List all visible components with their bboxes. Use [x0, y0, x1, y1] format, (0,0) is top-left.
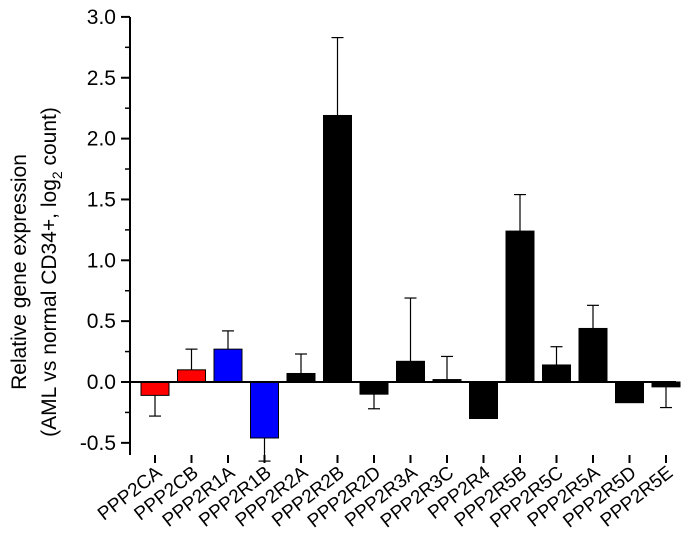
bar-ppp2r3a	[396, 360, 425, 383]
bar-ppp2r5d	[615, 381, 644, 404]
y-tick-label: 2.5	[87, 67, 116, 90]
y-axis-title-subscript: 2	[49, 171, 65, 179]
y-axis-title-line1: Relative gene expression	[8, 154, 31, 390]
y-axis-title-line2: (AML vs normal CD34+, log2 count)	[38, 107, 65, 437]
bar-ppp2r1a	[213, 348, 243, 383]
y-tick-label: -0.5	[80, 432, 116, 455]
bar-ppp2r5b	[505, 230, 535, 383]
bar-ppp2cb	[177, 369, 206, 383]
bar-ppp2r2d	[359, 381, 389, 395]
bar-ppp2r2b	[323, 114, 352, 383]
x-axis: PPP2CAPPP2CBPPP2R1APPP2R1BPPP2R2APPP2R2B…	[94, 381, 677, 532]
y-tick-label: 1.5	[87, 188, 116, 211]
bar-ppp2r2a	[286, 372, 316, 383]
bar-ppp2r1b	[250, 381, 279, 439]
y-tick-label: 0.5	[87, 310, 116, 333]
bar-ppp2ca	[140, 381, 170, 396]
y-tick-label: 1.0	[87, 249, 116, 272]
bar-ppp2r4	[469, 381, 498, 420]
y-axis: 3.0 2.5 2.0 1.5 1.0 0.5 0.0 -0.5	[80, 6, 131, 455]
y-axis-title-line2-prefix: (AML vs normal CD34+, log	[38, 179, 61, 437]
bar-ppp2r5c	[542, 364, 571, 383]
y-axis-title-line2-suffix: count)	[38, 107, 61, 171]
bar-ppp2r5a	[578, 327, 608, 383]
y-tick-label: 2.0	[87, 128, 116, 151]
y-tick-label: 0.0	[87, 371, 116, 394]
bars	[140, 114, 681, 439]
error-bars	[149, 36, 672, 462]
y-tick-label: 3.0	[87, 6, 116, 29]
